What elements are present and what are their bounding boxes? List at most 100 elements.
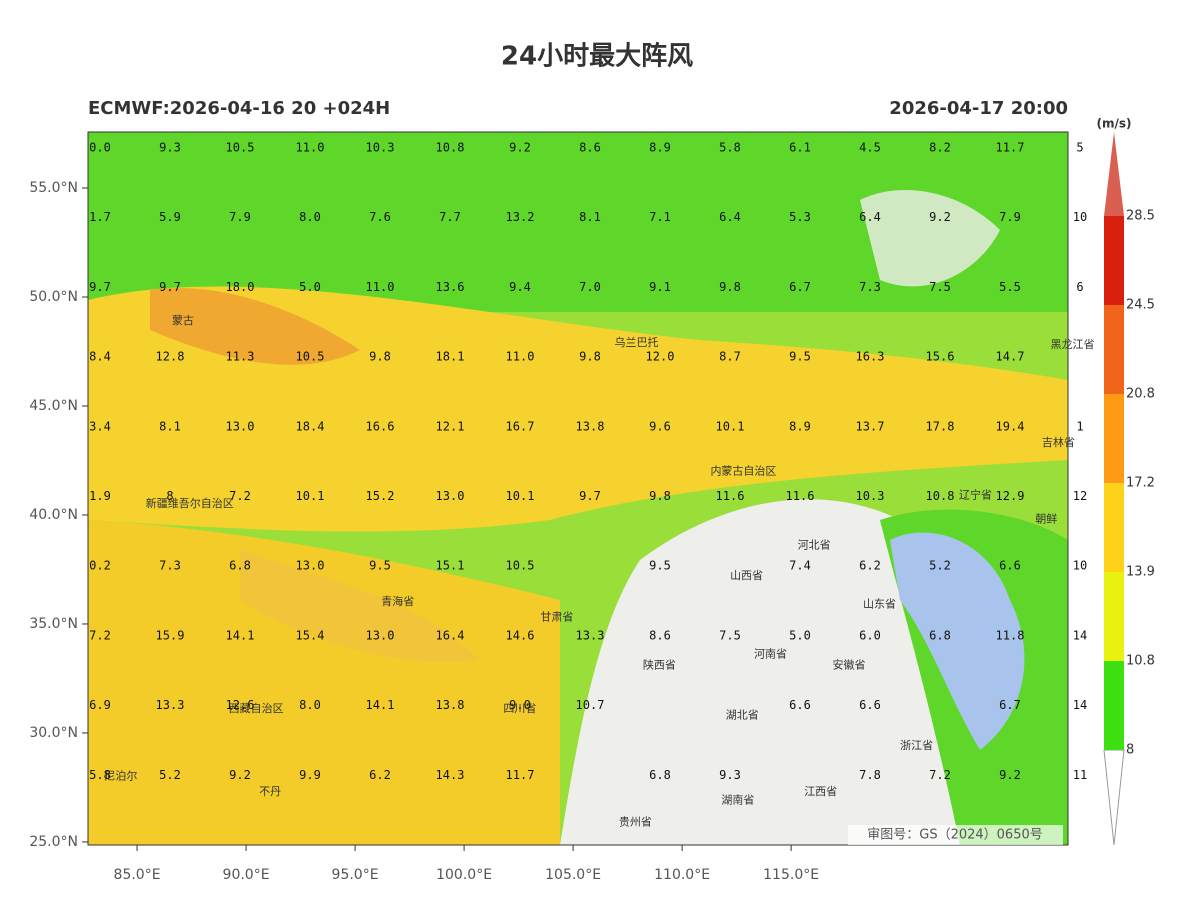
station-value: 9.7 [89,280,111,294]
station-value: 7.6 [369,210,391,224]
station-value: 15.9 [156,628,185,642]
colorbar-tick-label: 10.8 [1126,654,1155,669]
station-value: 6.8 [229,559,251,573]
colorbar-extend-high [1104,132,1124,216]
station-value: 18.0 [226,280,255,294]
station-value: 14.1 [366,698,395,712]
station-value: 1 [1076,419,1083,433]
station-value: 13.3 [576,628,605,642]
station-value: 9.1 [649,280,671,294]
x-tick-label: 95.0°E [332,867,379,883]
station-value: 5.5 [999,280,1021,294]
station-value: 5 [1076,141,1083,155]
station-value: 11.0 [506,350,535,364]
y-tick-label: 35.0°N [29,616,78,632]
place-label: 浙江省 [900,739,933,752]
station-value: 8.7 [719,350,741,364]
station-value: 8.2 [929,141,951,155]
station-value: 15.4 [296,628,325,642]
y-tick-label: 45.0°N [29,398,78,414]
place-label: 湖北省 [726,709,759,722]
station-value: 13.6 [436,280,465,294]
station-value: 8.6 [649,628,671,642]
colorbar-segment [1104,483,1124,572]
x-tick-label: 110.0°E [654,867,710,883]
station-value: 15.6 [926,350,955,364]
station-value: 11.6 [786,489,815,503]
place-label: 黑龙江省 [1051,338,1095,351]
station-value: 9.4 [509,280,531,294]
station-value: 7.3 [159,559,181,573]
station-value: 18.4 [296,419,325,433]
place-label: 陕西省 [643,657,676,671]
station-value: 10.1 [716,419,745,433]
y-tick-label: 55.0°N [29,180,78,196]
station-value: 13.3 [156,698,185,712]
station-value: 12.0 [646,350,675,364]
station-value: 5.8 [89,768,111,782]
station-value: 6.9 [89,698,111,712]
station-value: 6 [1076,280,1083,294]
station-value: 7.2 [89,628,111,642]
station-value: 6.7 [999,698,1021,712]
station-value: 10.5 [296,350,325,364]
station-value: 10.7 [576,698,605,712]
place-label: 内蒙古自治区 [710,463,776,477]
station-value: 18.1 [436,350,465,364]
colorbar-segment [1104,305,1124,394]
station-value: 8.0 [299,698,321,712]
station-value: 11.7 [996,141,1025,155]
station-value: 9.6 [649,419,671,433]
station-value: 1.7 [89,210,111,224]
place-label: 贵州省 [619,815,652,828]
place-label: 新疆维吾尔自治区 [146,496,234,510]
colorbar-segment [1104,661,1124,750]
y-tick-label: 50.0°N [29,289,78,305]
colorbar-segment [1104,572,1124,661]
colorbar-unit: (m/s) [1097,117,1132,131]
station-value: 8.1 [579,210,601,224]
station-value: 6.8 [649,768,671,782]
station-value: 13.0 [296,559,325,573]
station-value: 7.7 [439,210,461,224]
station-value: 13.0 [226,419,255,433]
station-value: 0.2 [89,559,111,573]
station-value: 5.2 [929,559,951,573]
station-value: 11.8 [996,628,1025,642]
station-value: 7.9 [999,210,1021,224]
station-value: 10.3 [366,141,395,155]
station-value: 17.8 [926,419,955,433]
station-value: 12 [1073,489,1087,503]
station-value: 16.3 [856,350,885,364]
station-value: 5.3 [789,210,811,224]
station-value: 6.0 [859,628,881,642]
subtitle-right: 2026-04-17 20:00 [889,98,1068,119]
station-value: 10.1 [506,489,535,503]
place-label: 山西省 [730,569,763,582]
station-value: 10.5 [226,141,255,155]
station-value: 9.8 [369,350,391,364]
station-value: 8 [166,489,173,503]
station-value: 10.8 [926,489,955,503]
station-value: 14.1 [226,628,255,642]
station-value: 14.3 [436,768,465,782]
place-label: 辽宁省 [959,487,992,501]
place-label: 青海省 [381,594,414,608]
place-label: 江西省 [804,785,837,798]
station-value: 9.7 [159,280,181,294]
place-label: 吉林省 [1042,435,1075,449]
title: 24小时最大阵风 [501,42,693,72]
station-value: 8.6 [579,141,601,155]
colorbar-tick-label: 13.9 [1126,565,1155,580]
y-tick-label: 25.0°N [29,834,78,850]
colorbar-segment [1104,216,1124,305]
station-value: 12.1 [436,419,465,433]
station-value: 5.9 [159,210,181,224]
station-value: 10.5 [506,559,535,573]
station-value: 9.8 [719,280,741,294]
station-value: 16.4 [436,628,465,642]
station-value: 7.3 [859,280,881,294]
station-value: 10.1 [296,489,325,503]
station-value: 14 [1073,628,1087,642]
x-tick-label: 115.0°E [763,867,819,883]
